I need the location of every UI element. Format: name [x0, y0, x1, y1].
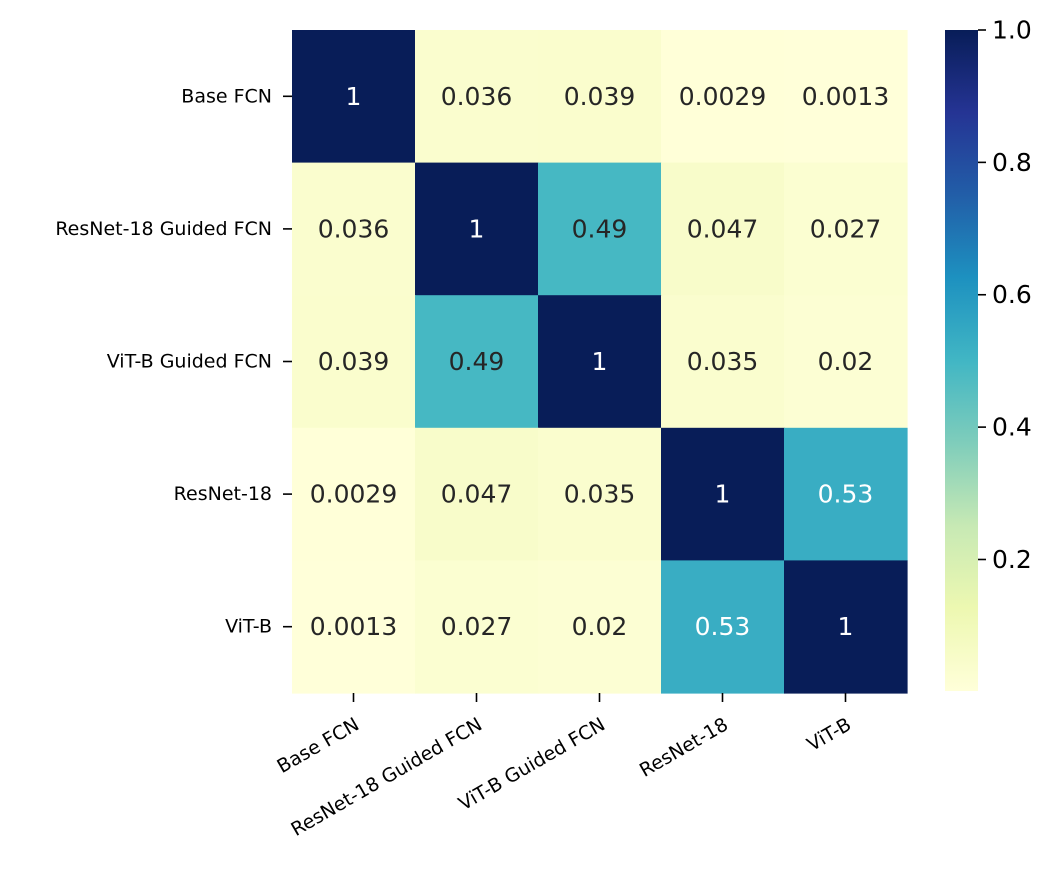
cell-label-1-0: 0.036 [318, 214, 390, 243]
cell-label-0-4: 0.0013 [802, 82, 889, 111]
cell-label-4-1: 0.027 [441, 612, 513, 641]
colorbar-tick-label-1: 0.4 [992, 413, 1032, 442]
heatmap-cell-4-3 [661, 560, 785, 694]
y-axis: Base FCN ResNet-18 Guided FCN ViT-B Guided… [55, 85, 292, 638]
heatmap-cell-1-4 [784, 162, 908, 296]
colorbar-tick-label-4: 1.0 [992, 16, 1032, 45]
cell-label-4-0: 0.0013 [310, 612, 397, 641]
heatmap-cell-4-4 [784, 560, 908, 694]
heatmap-cell-2-3 [661, 295, 785, 429]
y-tick-label-base-fcn: Base FCN [181, 85, 272, 107]
heatmap-cell-0-4 [784, 30, 908, 164]
colorbar: 0.2 0.4 0.6 0.8 1.0 [945, 16, 1032, 691]
cell-label-1-1: 1 [469, 214, 485, 243]
cell-label-4-2: 0.02 [572, 612, 628, 641]
colorbar-tick-label-2: 0.6 [992, 280, 1032, 309]
cell-label-1-3: 0.047 [687, 214, 759, 243]
cell-label-2-2: 1 [592, 347, 608, 376]
cell-label-4-3: 0.53 [695, 612, 751, 641]
y-tick-label-resnet-18: ResNet-18 [174, 483, 272, 505]
x-tick-label-resnet-18: ResNet-18 [636, 713, 732, 781]
cell-label-0-0: 1 [346, 82, 362, 111]
heatmap-cell-3-1 [415, 427, 539, 561]
colorbar-tick-label-3: 0.8 [992, 148, 1032, 177]
heatmap-cell-0-2 [538, 30, 662, 164]
y-tick-label-resnet-18-guided-fcn: ResNet-18 Guided FCN [55, 218, 272, 240]
cell-label-2-1: 0.49 [449, 347, 505, 376]
y-tick-label-vit-b: ViT-B [225, 616, 272, 638]
colorbar-ticks: 0.2 0.4 0.6 0.8 1.0 [978, 16, 1032, 574]
heatmap-cell-3-2 [538, 427, 662, 561]
cell-label-3-4: 0.53 [818, 480, 874, 509]
cell-label-1-2: 0.49 [572, 214, 628, 243]
heatmap-cell-2-2 [538, 295, 662, 429]
cell-label-0-1: 0.036 [441, 82, 513, 111]
heatmap-cell-1-1 [415, 162, 539, 296]
cell-label-3-1: 0.047 [441, 480, 513, 509]
heatmap-cell-3-0 [292, 427, 416, 561]
heatmap-cell-2-0 [292, 295, 416, 429]
cell-label-3-0: 0.0029 [310, 480, 397, 509]
heatmap-cell-4-0 [292, 560, 416, 694]
y-tick-label-vit-b-guided-fcn: ViT-B Guided FCN [107, 351, 272, 373]
heatmap-cell-4-1 [415, 560, 539, 694]
cell-label-2-0: 0.039 [318, 347, 390, 376]
heatmap-cell-4-2 [538, 560, 662, 694]
heatmap-cell-0-0 [292, 30, 416, 164]
heatmap-cell-1-0 [292, 162, 416, 296]
heatmap-cell-2-4 [784, 295, 908, 429]
cell-label-0-3: 0.0029 [679, 82, 766, 111]
heatmap-cell-3-4 [784, 427, 908, 561]
cell-label-2-4: 0.02 [818, 347, 874, 376]
colorbar-tick-label-0: 0.2 [992, 545, 1032, 574]
cell-label-4-4: 1 [838, 612, 854, 641]
colorbar-gradient [945, 30, 978, 691]
heatmap-cell-0-3 [661, 30, 785, 164]
x-tick-label-base-fcn: Base FCN [273, 713, 363, 777]
cell-label-0-2: 0.039 [564, 82, 636, 111]
heatmap-cell-0-1 [415, 30, 539, 164]
heatmap-cell-labels: 1 0.036 0.039 0.0029 0.0013 0.036 1 0.49 0.047 0.… [310, 82, 889, 641]
heatmap-cell-3-3 [661, 427, 785, 561]
cell-label-1-4: 0.027 [810, 214, 882, 243]
heatmap-cell-2-1 [415, 295, 539, 429]
heatmap-cell-1-3 [661, 162, 785, 296]
cell-label-2-3: 0.035 [687, 347, 759, 376]
cell-label-3-2: 0.035 [564, 480, 636, 509]
heatmap-cell-1-2 [538, 162, 662, 296]
heatmap-cells [292, 30, 908, 694]
cell-label-3-3: 1 [715, 480, 731, 509]
x-tick-label-vit-b: ViT-B [803, 713, 855, 756]
